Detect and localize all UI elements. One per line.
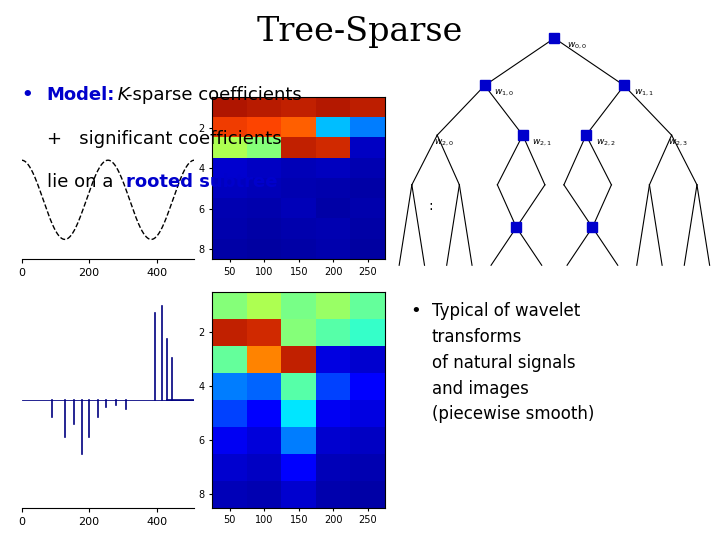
Text: $w_{2,3}$: $w_{2,3}$ [668, 138, 688, 148]
Text: Typical of wavelet
transforms
of natural signals
and images
(piecewise smooth): Typical of wavelet transforms of natural… [432, 302, 595, 423]
Text: $w_{2,0}$: $w_{2,0}$ [434, 138, 454, 148]
Text: $w_{0,0}$: $w_{0,0}$ [567, 40, 588, 51]
Text: K: K [112, 86, 129, 104]
Text: $w_{1,1}$: $w_{1,1}$ [634, 88, 654, 98]
Text: -sparse coefficients: -sparse coefficients [126, 86, 302, 104]
Text: :: : [428, 199, 433, 213]
Text: •: • [22, 86, 33, 104]
Text: Tree-Sparse: Tree-Sparse [257, 16, 463, 48]
Text: rooted subtree: rooted subtree [126, 173, 277, 191]
Text: +   significant coefficients: + significant coefficients [47, 130, 282, 147]
Text: •: • [410, 302, 421, 320]
Text: lie on a: lie on a [47, 173, 119, 191]
Text: Model:: Model: [47, 86, 115, 104]
Text: $w_{1,0}$: $w_{1,0}$ [494, 88, 514, 98]
Text: $w_{2,2}$: $w_{2,2}$ [595, 138, 616, 148]
Text: $w_{2,1}$: $w_{2,1}$ [532, 138, 552, 148]
